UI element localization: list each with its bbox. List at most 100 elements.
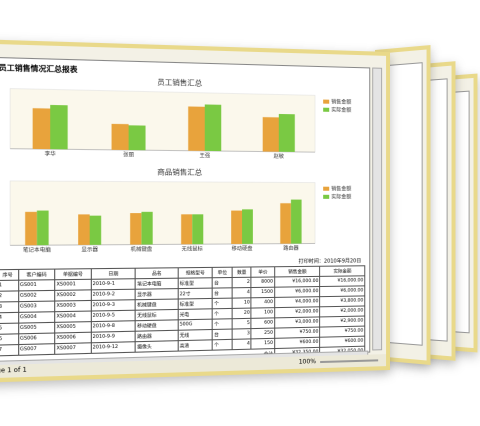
- table-cell: XS0003: [54, 300, 91, 312]
- x-tick-label: 移动硬盘: [232, 244, 253, 252]
- bar: [204, 104, 222, 152]
- x-tick-label: 显示器: [81, 246, 98, 253]
- bar: [89, 215, 102, 245]
- bar: [181, 214, 193, 245]
- bar: [36, 210, 49, 246]
- bar: [188, 106, 205, 151]
- header-cell: 客户编码: [18, 269, 55, 281]
- legend-label: 实际金额: [331, 192, 351, 200]
- x-tick-label: 无线鼠标: [182, 244, 203, 252]
- table-cell: XS0002: [54, 289, 91, 302]
- x-tick-label: 路由器: [283, 244, 298, 252]
- bar: [25, 211, 37, 246]
- legend-swatch: [323, 99, 330, 104]
- legend-swatch: [323, 194, 330, 199]
- bar: [130, 213, 142, 245]
- header-cell: 规格型号: [177, 267, 213, 279]
- x-tick-label: 赵敏: [274, 152, 284, 160]
- x-tick-label: 王强: [199, 152, 210, 159]
- table-cell: 400: [251, 297, 275, 309]
- table-cell: 8000: [251, 276, 275, 288]
- bar: [192, 214, 204, 245]
- table-cell: 3: [232, 328, 252, 340]
- table-cell: 2010-9-1: [90, 278, 136, 290]
- zoom-slider[interactable]: [320, 359, 379, 364]
- report-window: 员工销售情况汇总报表 员工销售汇总 李华 张丽 王强 赵敏 销售金额 实际金额 商品销售汇总…: [0, 39, 391, 383]
- table-cell: GS005: [18, 322, 55, 334]
- bar: [280, 203, 291, 244]
- table-cell: 台: [212, 287, 233, 299]
- table-cell: 20: [232, 308, 252, 319]
- vertical-scrollbar[interactable]: [372, 67, 383, 351]
- header-cell: 序号: [0, 269, 19, 281]
- table-cell: 6: [0, 333, 19, 346]
- table-cell: GS004: [18, 311, 55, 324]
- table-cell: 22寸: [177, 288, 213, 300]
- legend-swatch: [323, 107, 330, 112]
- table-cell: 4: [0, 312, 19, 324]
- header-cell: 日期: [90, 268, 136, 280]
- table-cell: 1: [0, 280, 19, 292]
- bar: [32, 108, 51, 150]
- table-cell: 个: [212, 339, 233, 351]
- bar: [278, 113, 295, 152]
- legend-swatch: [323, 186, 330, 191]
- zoom-level[interactable]: 100%: [298, 358, 317, 366]
- chart-title: 员工销售汇总: [157, 77, 202, 87]
- table-cell: 光电: [177, 308, 213, 320]
- table-cell: 10: [232, 297, 252, 309]
- table-cell: 个: [212, 318, 233, 330]
- bar: [290, 199, 302, 244]
- table-cell: 7: [0, 344, 19, 356]
- table-cell: 4: [232, 287, 252, 299]
- table-cell: 个: [212, 298, 233, 309]
- header-cell: 单位: [212, 267, 233, 278]
- table-cell: ¥16,000.00: [320, 275, 365, 287]
- table-cell: 5: [0, 323, 19, 335]
- plot-area: [10, 181, 315, 245]
- table-cell: ¥16,000.00: [274, 276, 321, 288]
- table-cell: 标准型: [177, 277, 213, 289]
- bar: [141, 211, 153, 245]
- table-cell: XS0004: [54, 311, 91, 323]
- legend-label: 销售金额: [331, 97, 351, 105]
- print-info: 打印时间：2010年9月20日: [298, 258, 362, 265]
- table-cell: 600: [251, 317, 275, 329]
- table-cell: 3: [0, 301, 19, 313]
- bar: [128, 125, 146, 151]
- header-cell: 单据编号: [54, 268, 91, 280]
- table-cell: GS002: [18, 290, 55, 302]
- table-cell: 100: [251, 307, 275, 319]
- table-cell: 150: [251, 338, 275, 350]
- table-cell: 个: [212, 308, 233, 320]
- x-tick-label: 张丽: [123, 150, 134, 158]
- sales-table: 序号 客户编码 单据编号 日期 品名 规格型号 单位 数量 单价 销售金额 实际金额 1 GS001 XS…: [0, 265, 365, 364]
- legend-label: 实际金额: [331, 105, 351, 113]
- x-tick-label: 笔记本电脑: [23, 245, 51, 254]
- table-cell: XS0005: [54, 321, 91, 334]
- table-cell: GS001: [18, 279, 55, 291]
- table-cell: 4: [232, 338, 252, 350]
- header-cell: 品名: [135, 267, 178, 279]
- table-cell: XS0001: [54, 279, 91, 291]
- bar: [111, 123, 129, 151]
- bar: [231, 210, 243, 244]
- header-cell: 销售金额: [274, 266, 321, 277]
- table-cell: 1500: [251, 287, 275, 298]
- header-cell: 数量: [232, 266, 252, 278]
- x-tick-label: 机械键盘: [131, 245, 153, 253]
- report-page: 员工销售情况汇总报表 员工销售汇总 李华 张丽 王强 赵敏 销售金额 实际金额 商品销售汇总…: [0, 56, 371, 364]
- header-cell: 单价: [251, 266, 275, 278]
- table-cell: 2010-9-2: [90, 289, 136, 301]
- table-cell: 显示器: [135, 288, 178, 300]
- table-cell: 台: [212, 277, 233, 289]
- header-cell: 实际金额: [320, 265, 365, 277]
- chart-title: 商品销售汇总: [157, 167, 202, 176]
- table-cell: 2: [0, 290, 19, 303]
- bar: [78, 214, 90, 245]
- bar: [50, 104, 68, 150]
- x-tick-label: 李华: [45, 149, 56, 157]
